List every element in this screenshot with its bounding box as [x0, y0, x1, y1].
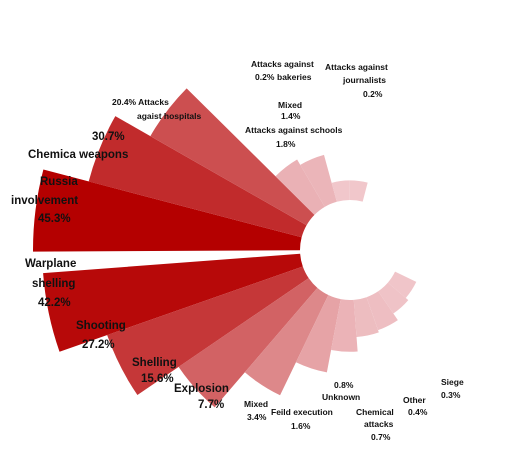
- label-warplane-line2: shelling: [32, 278, 76, 290]
- label-other: Other: [403, 395, 426, 405]
- label-unknown-value: 0.8%: [334, 380, 354, 390]
- label-schools: Attacks against schools: [245, 125, 343, 135]
- label-chemical-attacks-value: 0.7%: [371, 432, 391, 442]
- upper-bar-1: [88, 116, 307, 238]
- label-schools-value: 1.8%: [276, 139, 296, 149]
- lower-bar-7: [366, 291, 398, 331]
- label-shooting-value: 27.2%: [82, 339, 115, 351]
- label-chemical-weapons: Chemica weapons: [28, 149, 129, 161]
- label-siege: Siege: [441, 377, 464, 387]
- label-mixed-upper: Mixed: [278, 100, 303, 110]
- lower-bar-4: [295, 295, 341, 373]
- label-bakeries-line2: bakeries: [277, 72, 312, 82]
- label-feild-execution: Feild execution: [271, 407, 333, 417]
- label-journalists-line1: Attacks against: [325, 62, 388, 72]
- label-shooting: Shooting: [76, 320, 126, 332]
- label-russia-value: 45.3%: [38, 213, 71, 225]
- upper-bar-6: [349, 180, 368, 202]
- label-shelling-value: 15.6%: [141, 373, 174, 385]
- upper-bar-2: [150, 88, 315, 226]
- lower-bar-3: [244, 287, 329, 396]
- lower-bar-1: [107, 266, 309, 396]
- label-chemical-attacks-line1: Chemical: [356, 407, 394, 417]
- label-unknown: Unknown: [322, 392, 361, 402]
- label-hospitals-line2: agaist hospitals: [137, 111, 202, 121]
- label-other-value: 0.4%: [408, 407, 428, 417]
- label-siege-value: 0.3%: [441, 390, 461, 400]
- upper-bar-0: [33, 169, 302, 252]
- upper-bar-3: [275, 159, 325, 215]
- label-chemical-attacks-line2: attacks: [364, 419, 394, 429]
- label-feild-execution-value: 1.6%: [291, 421, 311, 431]
- label-journalists-line2: journalists: [343, 75, 386, 85]
- lower-bar-2: [178, 278, 318, 408]
- label-explosion-value: 7.7%: [198, 399, 225, 411]
- upper-bar-5: [331, 180, 350, 202]
- lower-bar-6: [353, 297, 379, 337]
- label-explosion: Explosion: [174, 383, 229, 395]
- label-mixed-lower: Mixed: [244, 399, 269, 409]
- label-shelling: Shelling: [132, 357, 177, 369]
- label-russia-line1: Russia: [40, 176, 78, 188]
- lower-bar-8: [378, 282, 409, 314]
- label-warplane-value: 42.2%: [38, 297, 71, 309]
- lower-bar-5: [331, 299, 358, 352]
- label-bakeries-value: 0.2%: [255, 72, 275, 82]
- label-russia-line2: involvement: [11, 195, 79, 207]
- label-chemical-weapons-value: 30.7%: [92, 131, 125, 143]
- label-mixed-upper-value: 1.4%: [281, 111, 301, 121]
- lower-bar-9: [387, 271, 417, 298]
- label-mixed-lower-value: 3.4%: [247, 412, 267, 422]
- label-journalists-value: 0.2%: [363, 89, 383, 99]
- label-warplane-line1: Warplane: [25, 258, 77, 270]
- upper-bar-4: [300, 154, 337, 207]
- label-bakeries-line1: Attacks against: [251, 59, 314, 69]
- label-hospitals-line1: 20.4% Attacks: [112, 97, 169, 107]
- lower-bar-0: [43, 253, 303, 352]
